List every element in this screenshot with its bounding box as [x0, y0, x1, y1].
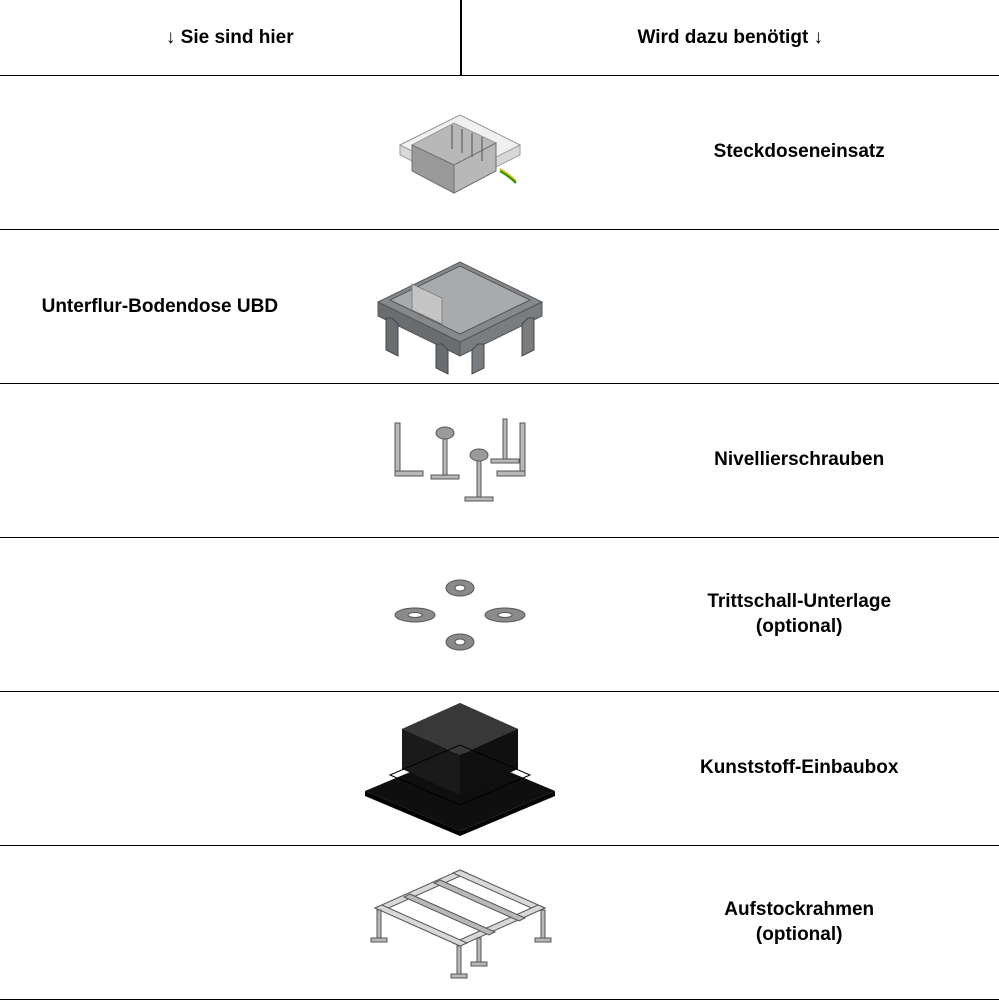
row-right-label: Kunststoff-Einbaubox — [599, 756, 999, 781]
row-right-label: Nivellierschrauben — [599, 448, 999, 473]
product-comparison-table: ↓ Sie sind hier Wird dazu benötigt ↓ Ste… — [0, 0, 999, 1000]
socket-insert-icon — [360, 98, 560, 208]
row-product-image — [320, 76, 600, 229]
leveling-screws-icon — [355, 401, 565, 521]
table-row: Trittschall-Unterlage (optional) — [0, 538, 999, 692]
row-product-image — [320, 692, 600, 845]
row-right-label: Trittschall-Unterlage (optional) — [599, 590, 999, 639]
row-product-image — [320, 538, 600, 691]
footfall-pads-icon — [365, 560, 555, 670]
floor-box-icon — [345, 237, 575, 377]
row-product-image — [320, 230, 600, 383]
table-body: Steckdoseneinsatz Unterflur-Bodendose UBD — [0, 76, 999, 1000]
row-right-label: Steckdoseneinsatz — [599, 140, 999, 165]
extension-frame-icon — [345, 858, 575, 988]
table-row: Kunststoff-Einbaubox — [0, 692, 999, 846]
table-header: ↓ Sie sind hier Wird dazu benötigt ↓ — [0, 0, 999, 76]
table-row: Steckdoseneinsatz — [0, 76, 999, 230]
row-left-label: Unterflur-Bodendose UBD — [0, 296, 320, 318]
plastic-box-icon — [350, 699, 570, 839]
row-product-image — [320, 384, 600, 537]
table-row: Nivellierschrauben — [0, 384, 999, 538]
table-row: Aufstockrahmen (optional) — [0, 846, 999, 1000]
table-row: Unterflur-Bodendose UBD — [0, 230, 999, 384]
row-product-image — [320, 846, 600, 999]
header-right-label: Wird dazu benötigt ↓ — [462, 0, 999, 75]
row-right-label: Aufstockrahmen (optional) — [599, 898, 999, 947]
header-left-label: ↓ Sie sind hier — [0, 0, 460, 75]
